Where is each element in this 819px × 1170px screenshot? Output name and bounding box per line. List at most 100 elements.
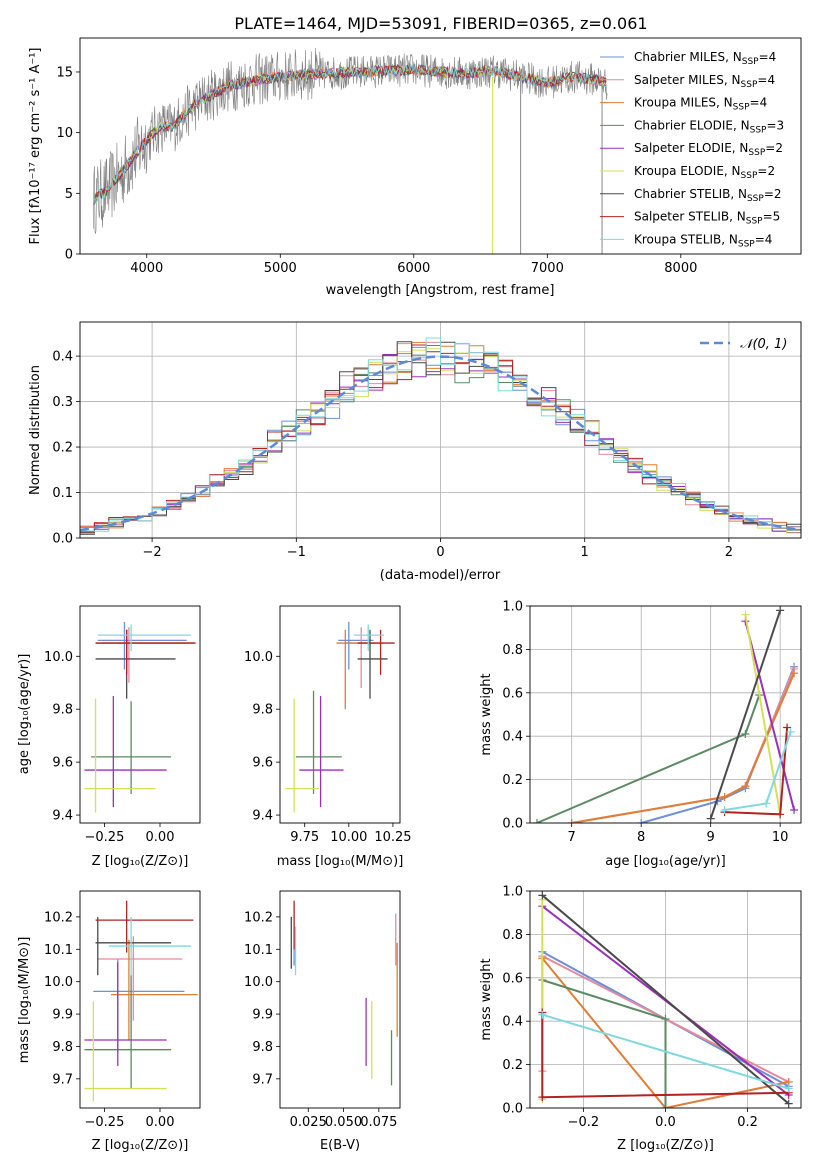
data-weight-line xyxy=(542,1013,789,1090)
data-model-line xyxy=(92,62,607,205)
axes-frame xyxy=(79,890,201,1109)
y-tick-label: 5 xyxy=(65,187,73,202)
legend-label-suffix: =5 xyxy=(763,210,781,224)
x-tick-label: 0.2 xyxy=(737,1115,758,1130)
plot-area xyxy=(538,891,793,1108)
axes-frame xyxy=(279,605,401,824)
y-tick-label: 10.0 xyxy=(44,650,73,665)
y-tick-label: 0.3 xyxy=(52,395,73,410)
x-tick-label: 7 xyxy=(568,830,576,845)
y-tick-label: 10.1 xyxy=(244,943,273,958)
legend-label-text: Chabrier ELODIE, N xyxy=(634,118,750,132)
data-weight-marker xyxy=(538,1093,547,1102)
figure-title: PLATE=1464, MJD=53091, FIBERID=0365, z=0… xyxy=(234,14,647,33)
data-model-line xyxy=(92,62,607,205)
legend-label: Salpeter ELODIE, NSSP=2 xyxy=(634,141,783,158)
age-vs-mass-panel: 9.75 10.00 10.25 9.4 9.6 9.8 10.0 mass [log₁₀(M… xyxy=(244,605,412,869)
y-tick-label: 9.7 xyxy=(252,1072,273,1087)
legend-label-text: Chabrier MILES, N xyxy=(634,50,742,64)
mass-vs-metallicity-panel: −0.25 0.00 9.7 9.8 9.9 10.0 10.1 10.2 Z [log₁₀(Z… xyxy=(17,890,201,1153)
data-model-line xyxy=(93,64,607,205)
data-weight-marker xyxy=(784,1099,793,1108)
legend-label: Kroupa MILES, NSSP=4 xyxy=(634,96,767,113)
legend-label-suffix: =4 xyxy=(757,73,775,87)
data-weight-marker xyxy=(784,1084,793,1093)
data-gaussian-curve xyxy=(80,355,801,532)
y-tick-label: 0.0 xyxy=(502,817,523,832)
data-model-line xyxy=(92,63,607,205)
plot-area xyxy=(92,47,608,254)
x-tick-label: −1 xyxy=(287,545,306,560)
y-tick-label: 0.2 xyxy=(52,441,73,456)
mass-weight-vs-age-panel: 7 8 9 10 0.0 0.2 0.4 0.6 0.8 1.0 age [log₁₀(age/yr… xyxy=(479,600,802,869)
y-tick-label: 0.4 xyxy=(52,350,73,365)
data-weight-marker xyxy=(567,819,576,823)
data-model-line xyxy=(92,64,607,205)
x-tick-label: 8 xyxy=(637,830,645,845)
legend-label: Salpeter STELIB, NSSP=5 xyxy=(634,210,780,227)
legend-label: Chabrier ELODIE, NSSP=3 xyxy=(634,118,784,135)
x-tick-label: −0.25 xyxy=(85,830,125,845)
x-tick-label: 0.00 xyxy=(146,1115,175,1130)
legend-label-suffix: =4 xyxy=(750,96,768,110)
legend-label: Kroupa STELIB, NSSP=4 xyxy=(634,232,772,249)
legend-label-text: Salpeter ELODIE, N xyxy=(634,141,748,155)
legend-label-text: Chabrier STELIB, N xyxy=(634,187,747,201)
y-tick-label: 0.2 xyxy=(502,773,523,788)
x-tick-label: 5000 xyxy=(264,261,297,276)
x-tick-label: 10 xyxy=(772,830,789,845)
y-tick-label: 10 xyxy=(56,126,73,141)
y-tick-label: 0.8 xyxy=(502,928,523,943)
y-tick-label: 9.8 xyxy=(52,703,73,718)
x-tick-label: 0.050 xyxy=(325,1115,362,1130)
x-tick-label: 0 xyxy=(436,545,444,560)
y-tick-label: 0.4 xyxy=(502,730,523,745)
y-tick-label: 9.4 xyxy=(52,809,73,824)
y-axis-label: mass weight xyxy=(479,673,494,755)
y-tick-label: 0.0 xyxy=(502,1102,523,1117)
legend-label-sub: SSP xyxy=(733,103,750,113)
y-tick-label: 0.4 xyxy=(502,1015,523,1030)
data-weight-line xyxy=(541,894,790,1105)
data-weight-marker xyxy=(661,1104,670,1108)
y-tick-label: 0.2 xyxy=(502,1058,523,1073)
axes-frame xyxy=(279,890,401,1109)
data-weight-line xyxy=(709,609,782,820)
y-tick-label: 9.8 xyxy=(252,703,273,718)
data-weight-marker xyxy=(538,891,547,900)
y-tick-label: 9.8 xyxy=(52,1040,73,1055)
data-weight-line xyxy=(571,668,796,823)
x-tick-label: 1 xyxy=(581,545,589,560)
y-tick-label: 0.6 xyxy=(502,686,523,701)
data-weight-marker xyxy=(720,792,729,801)
x-axis-label: Z [log₁₀(Z/Z⊙)] xyxy=(617,1138,714,1153)
x-axis-label: E(B-V) xyxy=(320,1138,360,1153)
x-axis-label: Z [log₁₀(Z/Z⊙)] xyxy=(92,854,189,869)
data-weight-marker xyxy=(762,799,771,808)
x-axis-label: (data-model)/error xyxy=(380,568,501,583)
data-weight-marker xyxy=(538,1010,547,1019)
y-tick-label: 1.0 xyxy=(502,600,523,615)
data-weight-line xyxy=(744,620,796,811)
age-vs-metallicity-panel: −0.25 0.00 9.4 9.6 9.8 10.0 Z [log₁₀(Z/Z⊙)] age… xyxy=(17,605,201,869)
data-model-line xyxy=(92,64,607,205)
data-weight-marker xyxy=(790,669,799,678)
data-model-line xyxy=(92,63,607,205)
x-tick-label: 4000 xyxy=(130,261,163,276)
legend-label-suffix: =4 xyxy=(755,232,773,246)
data-model-line xyxy=(92,63,607,205)
axes-frame xyxy=(529,605,802,824)
y-axis-label: age [log₁₀(age/yr)] xyxy=(17,654,32,775)
data-weight-marker xyxy=(741,610,750,619)
plot-area xyxy=(80,337,801,535)
x-tick-label: 10.25 xyxy=(374,830,411,845)
data-weight-marker xyxy=(741,782,750,791)
y-tick-label: 9.7 xyxy=(52,1072,73,1087)
x-tick-label: 8000 xyxy=(664,261,697,276)
y-tick-label: 9.6 xyxy=(52,756,73,771)
y-axis-label: Normed distribution xyxy=(28,365,43,495)
legend-label-suffix: =2 xyxy=(765,141,783,155)
legend-label: Chabrier MILES, NSSP=4 xyxy=(634,50,776,67)
y-tick-label: 9.8 xyxy=(252,1040,273,1055)
